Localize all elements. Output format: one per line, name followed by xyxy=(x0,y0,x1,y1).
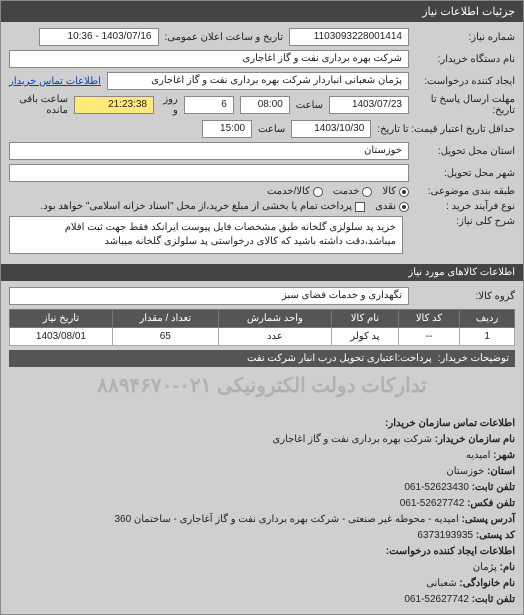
creator-label: ایجاد کننده درخواست: xyxy=(415,76,515,87)
cell-name: پد کولر xyxy=(332,328,399,346)
buyer-org-value: شرکت بهره برداری نفت و گاز اغاجاری xyxy=(9,50,409,68)
time-label-1: ساعت xyxy=(296,100,323,111)
days-remaining: 6 xyxy=(184,96,234,114)
address-label: آدرس پستی: xyxy=(462,514,515,525)
radio-dot-icon xyxy=(399,202,409,212)
buyer-org-label: نام دستگاه خریدار: xyxy=(415,54,515,65)
phone-value: 52623430-061 xyxy=(404,482,469,493)
phone2-label: تلفن ثابت: xyxy=(472,594,515,605)
radio-dot-icon xyxy=(362,187,372,197)
group-label: گروه کالا: xyxy=(415,291,515,302)
creator-value: پژمان شعبانی انباردار شرکت بهره برداری ن… xyxy=(107,72,409,90)
radio-goods[interactable]: کالا xyxy=(382,186,409,197)
col-code: کد کالا xyxy=(398,310,460,328)
panel-header: جزئیات اطلاعات نیاز xyxy=(1,1,523,22)
category-radio-group: کالا خدمت کالا/خدمت xyxy=(267,186,409,197)
org-value: شرکت بهره برداری نفت و گاز اغاجاری xyxy=(272,434,432,445)
main-fields: شماره نیاز: 1103093228001414 تاریخ و ساع… xyxy=(1,22,523,264)
table-row[interactable]: 1 -- پد کولر عدد 65 1403/08/01 xyxy=(10,328,515,346)
radio-service[interactable]: خدمت xyxy=(333,186,373,197)
need-no-value: 1103093228001414 xyxy=(289,28,409,46)
need-no-label: شماره نیاز: xyxy=(415,32,515,43)
fax-value: 52627742-061 xyxy=(400,498,465,509)
phone2-value: 52627742-061 xyxy=(404,594,469,605)
postal-value: 6373193935 xyxy=(417,530,473,541)
cell-unit: عدد xyxy=(218,328,331,346)
col-name: نام کالا xyxy=(332,310,399,328)
buyer-notes-value: پرداخت:اعتباری تحویل درب انبار شرکت نفت xyxy=(247,353,432,364)
buyer-notes-label: توضیحات خریدار: xyxy=(438,353,509,364)
cell-qty: 65 xyxy=(112,328,218,346)
table-header-row: ردیف کد کالا نام کالا واحد شمارش تعداد /… xyxy=(10,310,515,328)
postal-label: کد پستی: xyxy=(476,530,515,541)
radio-dot-icon xyxy=(313,187,323,197)
col-date: تاریخ نیاز xyxy=(10,310,113,328)
lname-label: نام خانوادگی: xyxy=(459,578,515,589)
cell-code: -- xyxy=(398,328,460,346)
contact-city-label: شهر: xyxy=(493,450,515,461)
province-label: استان محل تحویل: xyxy=(415,146,515,157)
category-label: طبقه بندی موضوعی: xyxy=(415,186,515,197)
org-label: نام سازمان خریدار: xyxy=(435,434,515,445)
phone-label: تلفن ثابت: xyxy=(472,482,515,493)
process-radio-group: نقدی پرداخت تمام یا بخشی از مبلغ خرید،از… xyxy=(40,201,409,212)
address-value: امیدیه - محوطه غیر صنعتی - شرکت بهره برد… xyxy=(114,514,458,525)
buyer-contact-link[interactable]: اطلاعات تماس خریدار xyxy=(9,76,101,87)
contact-city-value: امیدیه xyxy=(466,450,491,461)
contact-province-label: استان: xyxy=(487,466,515,477)
fax-label: تلفن فکس: xyxy=(467,498,515,509)
creator-header: اطلاعات ایجاد کننده درخواست: xyxy=(386,546,515,557)
remaining-suffix: ساعت باقی مانده xyxy=(9,94,68,116)
group-value: نگهداری و خدمات فضای سبز xyxy=(9,287,409,305)
price-valid-date: 1403/10/30 xyxy=(291,120,371,138)
contact-section: اطلاعات تماس سازمان خریدار: نام سازمان خ… xyxy=(1,410,523,614)
time-label-2: ساعت xyxy=(258,124,285,135)
watermark-text: تدارکات دولت الکترونیکی ۰۲۱-۸۸۹۴۶۷۰ xyxy=(9,373,515,398)
col-qty: تعداد / مقدار xyxy=(112,310,218,328)
province-value: خوزستان xyxy=(9,142,409,160)
checkbox-icon xyxy=(355,202,365,212)
city-label: شهر محل تحویل: xyxy=(415,168,515,179)
desc-label: شرح کلی نیاز: xyxy=(415,216,515,227)
items-header: اطلاعات کالاهای مورد نیاز xyxy=(1,264,523,281)
announce-label: تاریخ و ساعت اعلان عمومی: xyxy=(165,32,284,43)
checkbox-process-note[interactable]: پرداخت تمام یا بخشی از مبلغ خرید،از محل … xyxy=(40,201,365,212)
items-section: گروه کالا: نگهداری و خدمات فضای سبز ردیف… xyxy=(1,281,523,410)
price-valid-label: حداقل تاریخ اعتبار قیمت: تا تاریخ: xyxy=(377,124,515,135)
cell-row: 1 xyxy=(460,328,515,346)
desc-value: خرید پد سلولزی گلخانه طبق مشخصات فایل پی… xyxy=(9,216,403,254)
items-table: ردیف کد کالا نام کالا واحد شمارش تعداد /… xyxy=(9,309,515,346)
contact-province-value: خوزستان xyxy=(446,466,484,477)
col-unit: واحد شمارش xyxy=(218,310,331,328)
city-value xyxy=(9,164,409,182)
contact-header: اطلاعات تماس سازمان خریدار: xyxy=(385,418,515,429)
reply-time: 08:00 xyxy=(240,96,290,114)
cell-date: 1403/08/01 xyxy=(10,328,113,346)
radio-dot-icon xyxy=(399,187,409,197)
col-row: ردیف xyxy=(460,310,515,328)
name-label: نام: xyxy=(500,562,515,573)
process-label: نوع فرآیند خرید : xyxy=(415,201,515,212)
price-valid-time: 15:00 xyxy=(202,120,252,138)
remaining-time: 21:23:38 xyxy=(74,96,154,114)
details-panel: جزئیات اطلاعات نیاز شماره نیاز: 11030932… xyxy=(0,0,524,615)
name-value: پژمان xyxy=(473,562,497,573)
reply-date: 1403/07/23 xyxy=(329,96,409,114)
radio-cash[interactable]: نقدی xyxy=(375,201,409,212)
day-label: روز و xyxy=(160,94,178,116)
reply-deadline-label: مهلت ارسال پاسخ تا تاریخ: xyxy=(415,94,515,116)
lname-value: شعبانی xyxy=(426,578,456,589)
radio-goods-service[interactable]: کالا/خدمت xyxy=(267,186,323,197)
announce-value: 1403/07/16 - 10:36 xyxy=(39,28,159,46)
buyer-notes-row: توضیحات خریدار: پرداخت:اعتباری تحویل درب… xyxy=(9,350,515,367)
